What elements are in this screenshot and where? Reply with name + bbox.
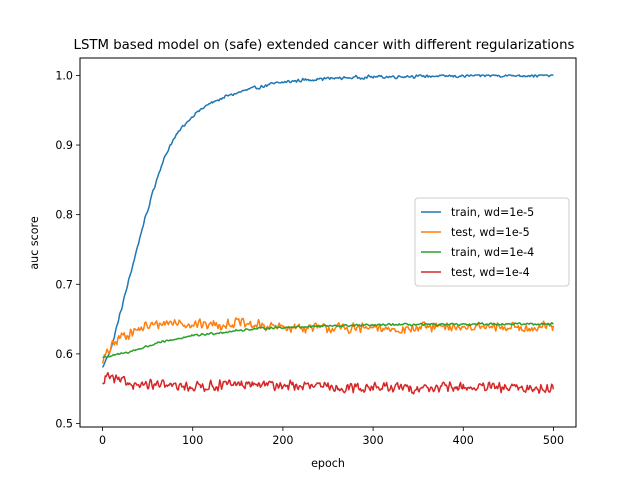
x-axis: 0 100 200 300 400 500: [99, 427, 564, 447]
y-axis: 0.5 0.6 0.7 0.8 0.9 1.0: [55, 69, 80, 431]
plot-frame: [79, 57, 577, 428]
x-tick-label: 100: [182, 434, 203, 447]
legend-entry: test, wd=1e-4: [451, 266, 530, 279]
legend-entry: train, wd=1e-5: [451, 206, 534, 219]
x-tick-label: 400: [453, 434, 474, 447]
legend-box: [414, 197, 570, 287]
x-axis-label: epoch: [311, 457, 345, 470]
x-tick-label: 200: [272, 434, 293, 447]
x-tick-label: 500: [543, 434, 564, 447]
y-tick-label: 0.9: [55, 139, 73, 152]
x-tick-label: 0: [99, 434, 106, 447]
legend: train, wd=1e-5 test, wd=1e-5 train, wd=1e-…: [414, 197, 570, 287]
legend-entry: test, wd=1e-5: [451, 226, 530, 239]
series-line: [102, 321, 554, 359]
y-tick-label: 0.8: [55, 209, 73, 222]
y-tick-label: 1.0: [55, 69, 73, 82]
chart-title: LSTM based model on (safe) extended canc…: [74, 38, 575, 53]
y-tick-label: 0.6: [55, 348, 73, 361]
series-layer: [101, 74, 555, 395]
y-axis-label: auc score: [28, 216, 41, 269]
series-line: [102, 371, 555, 395]
x-tick-label: 300: [362, 434, 383, 447]
y-tick-label: 0.5: [55, 418, 73, 431]
series-line: [101, 74, 554, 368]
legend-entry: train, wd=1e-4: [451, 246, 534, 259]
y-tick-label: 0.7: [55, 278, 73, 291]
